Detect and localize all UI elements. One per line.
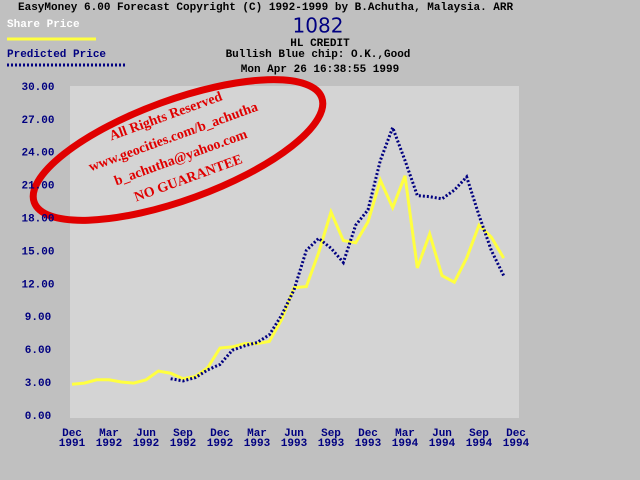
y-tick-label: 15.00 <box>21 246 54 258</box>
plot-area <box>70 86 519 418</box>
x-tick-label: 1992 <box>170 438 196 450</box>
x-tick-label: 1994 <box>503 438 530 450</box>
y-tick-label: 6.00 <box>25 345 51 357</box>
timestamp: Mon Apr 26 16:38:55 1999 <box>241 64 399 76</box>
y-tick-label: 27.00 <box>21 115 54 127</box>
stamp-ring <box>29 76 327 224</box>
x-tick-label: Dec <box>62 428 82 440</box>
x-tick-label: Jun <box>136 428 156 440</box>
y-tick-label: 0.00 <box>25 411 51 423</box>
y-tick-label: 21.00 <box>21 181 54 193</box>
x-tick-label: Dec <box>210 428 230 440</box>
legend-label: Share Price <box>7 19 80 31</box>
y-tick-label: 30.00 <box>21 82 54 94</box>
y-tick-label: 18.00 <box>21 214 54 226</box>
x-tick-label: 1993 <box>281 438 308 450</box>
x-tick-label: Mar <box>99 428 119 440</box>
x-tick-label: Jun <box>432 428 452 440</box>
rating: Bullish Blue chip: O.K.,Good <box>226 49 411 61</box>
legend-label: Predicted Price <box>7 49 106 61</box>
x-tick-label: Mar <box>247 428 267 440</box>
title: EasyMoney 6.00 Forecast Copyright (C) 19… <box>18 2 513 14</box>
x-tick-label: Jun <box>284 428 304 440</box>
x-tick-label: Sep <box>469 428 489 440</box>
x-tick-label: Sep <box>321 428 341 440</box>
stock-code: 1082 <box>293 14 344 38</box>
x-tick-label: Sep <box>173 428 193 440</box>
stock-name: HL CREDIT <box>290 38 350 50</box>
y-tick-label: 24.00 <box>21 148 54 160</box>
x-tick-label: 1993 <box>355 438 382 450</box>
y-tick-label: 3.00 <box>25 378 51 390</box>
x-tick-label: Dec <box>506 428 526 440</box>
x-tick-label: 1991 <box>59 438 86 450</box>
y-tick-label: 12.00 <box>21 279 54 291</box>
y-tick-label: 9.00 <box>25 312 51 324</box>
x-tick-label: 1994 <box>466 438 493 450</box>
x-tick-label: 1992 <box>133 438 159 450</box>
x-tick-label: 1994 <box>429 438 456 450</box>
x-tick-label: 1993 <box>318 438 345 450</box>
x-tick-label: 1993 <box>244 438 271 450</box>
x-tick-label: 1994 <box>392 438 419 450</box>
x-tick-label: Mar <box>395 428 415 440</box>
x-tick-label: Dec <box>358 428 378 440</box>
x-tick-label: 1992 <box>96 438 122 450</box>
x-tick-label: 1992 <box>207 438 233 450</box>
